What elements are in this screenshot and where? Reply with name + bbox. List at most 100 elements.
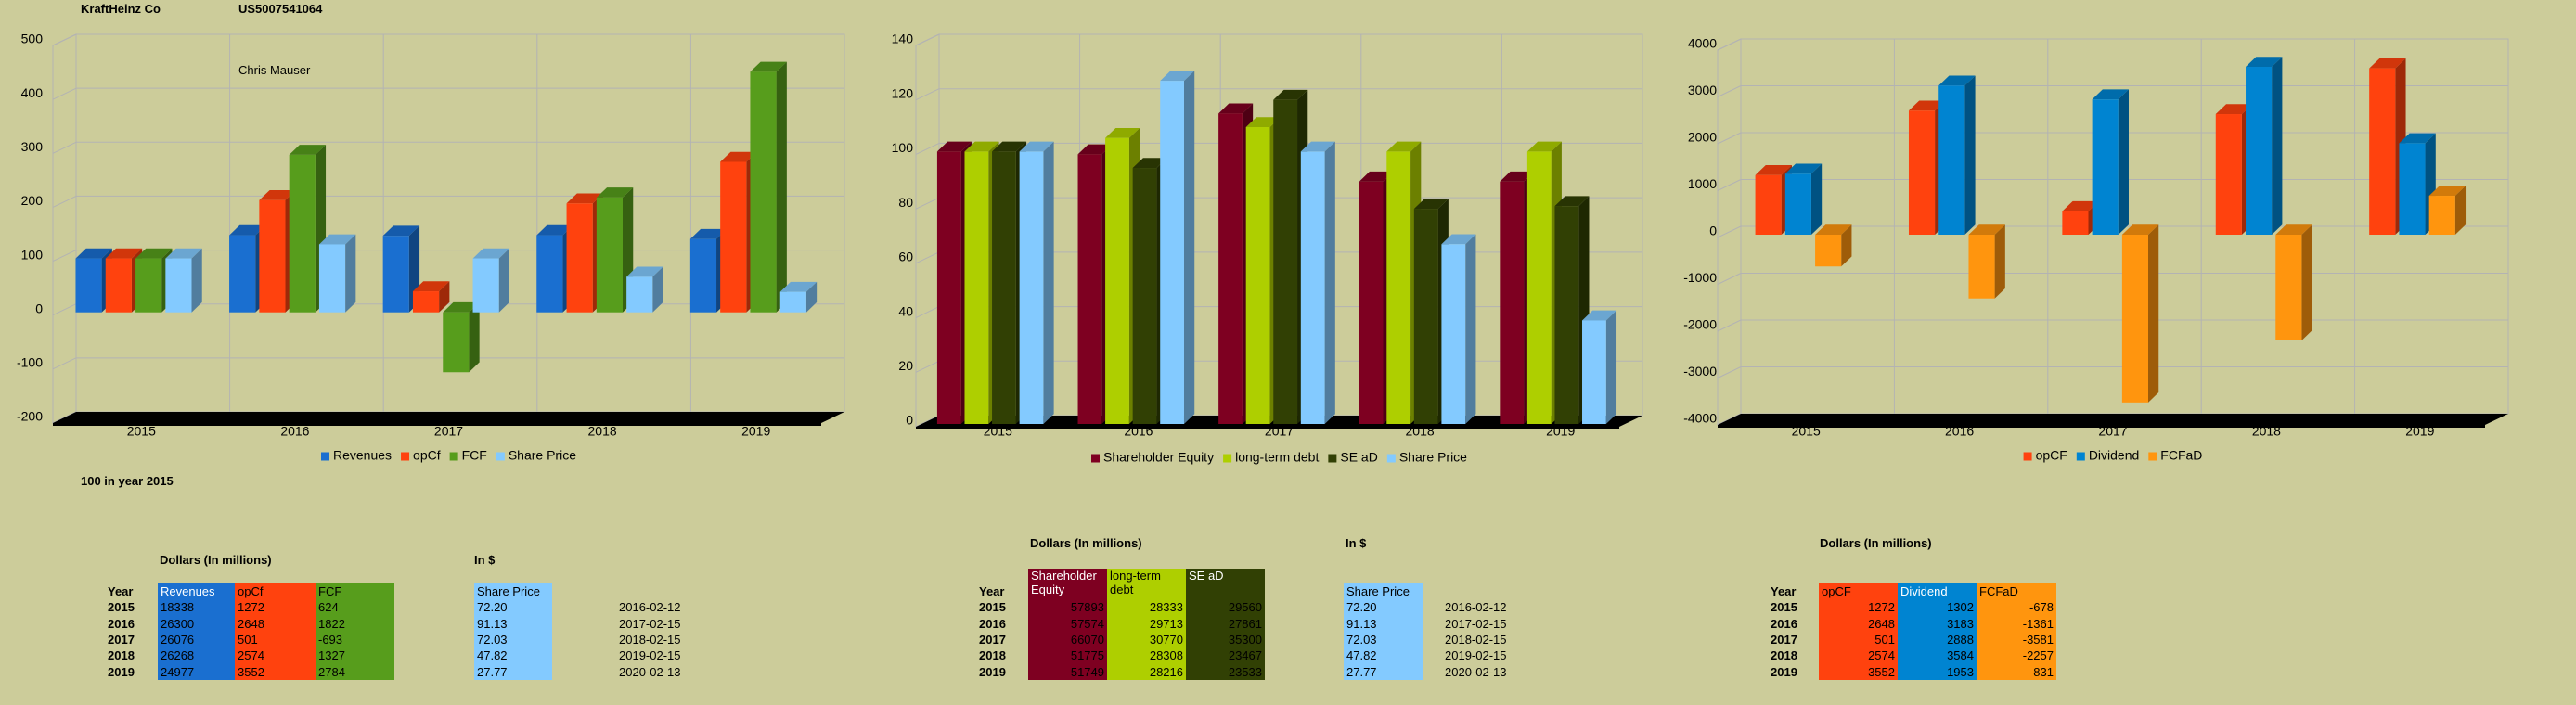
bar-top [2275,224,2312,235]
y-tick-label: 60 [898,250,913,264]
table-cell: -693 [316,631,394,648]
y-tick-label: -200 [17,409,43,424]
bar-top [443,301,480,313]
bar [936,151,961,424]
bar-top [1500,171,1535,182]
row-label: 2017 [1771,632,1797,647]
y-tick-label: 0 [1709,224,1717,238]
bar-top [135,248,173,259]
date-cell: 2017-02-15 [1445,616,1507,631]
table-cell: 91.13 [1344,615,1423,632]
bar-top [1245,117,1281,128]
floor [53,412,844,423]
floor-edge [916,427,1619,429]
date-cell: 2018-02-15 [619,632,681,647]
bar [992,151,1016,424]
legend-swatch [2148,452,2157,461]
bar [1019,151,1044,424]
bar [1908,110,1936,235]
legend-swatch [1328,454,1337,463]
x-tick-label: 2016 [280,424,309,439]
bar [1413,209,1438,424]
bar [2428,196,2455,235]
y-tick-label: 40 [898,303,913,318]
bar [626,276,653,313]
bar-side [2147,224,2159,403]
bar-top [596,187,634,198]
legend-label: Share Price [509,448,576,463]
legend-swatch [1386,454,1396,463]
bar-top [1105,127,1140,138]
table-cell: 1822 [316,615,394,632]
column-header: FCFaD [1977,583,2056,599]
grid-line-side [52,33,77,46]
column-header: Dividend [1898,583,1977,599]
bar [689,238,717,313]
grid-line-side [1717,319,1742,332]
table-title: Dollars (In millions) [1820,536,1932,550]
grid-line-side [52,250,77,263]
y-tick-label: 100 [892,140,914,155]
table-cell: 51749 [1028,663,1107,680]
bar-top [1077,144,1113,155]
bar-side [652,266,663,313]
company-name: KraftHeinz Co [81,2,161,16]
column-header: Revenues [158,583,235,599]
bar [1273,99,1298,425]
y-tick-label: 2000 [1688,130,1717,145]
bar [2062,211,2089,235]
table-title: In $ [1346,536,1367,550]
bar-top [1359,171,1394,182]
bar-top [779,281,818,292]
row-label: 2015 [108,600,135,615]
column-header: SE aD [1186,569,1265,599]
bar-top [289,145,327,155]
bar-top [229,224,266,236]
x-tick-label: 2016 [1945,424,1974,439]
table-cell: 1953 [1898,663,1977,680]
bar-top [1441,234,1476,245]
bar-side [1810,163,1823,235]
table-cell: 624 [316,599,394,616]
row-header: Year [1771,584,1797,598]
floor-edge [1718,425,2485,428]
bar-top [566,193,603,204]
table-cell: 3552 [235,663,316,680]
table-cell: 2574 [1819,647,1898,664]
bar-top [1218,103,1254,114]
y-tick-label: 500 [21,32,44,46]
y-tick-label: 400 [21,85,44,100]
bar [165,258,192,313]
date-cell: 2016-02-12 [1445,600,1507,615]
bar-top [2369,58,2406,69]
y-tick-label: 20 [898,358,913,373]
bar [1218,113,1243,424]
table-cell: 28333 [1107,599,1186,616]
bar-side [1465,234,1476,424]
table-title: Dollars (In millions) [1030,536,1142,550]
row-header: Year [979,584,1005,598]
bar [596,197,624,313]
bar [536,235,563,313]
table-cell: 29713 [1107,615,1186,632]
side-wall [52,33,77,424]
table-title: Dollars (In millions) [160,553,272,567]
floor [1718,414,2508,425]
bar [1441,244,1466,424]
x-tick-label: 2016 [1124,424,1153,439]
bar-top [2428,186,2467,197]
bar [1160,81,1184,424]
bar-top [382,225,420,237]
row-label: 2015 [1771,600,1797,615]
y-tick-label: 1000 [1688,176,1717,191]
table-cell: -3581 [1977,631,2056,648]
author: Chris Mauser [238,63,311,77]
bar-top [1554,196,1590,207]
table-cell: 3584 [1898,647,1977,664]
y-tick-label: 300 [21,139,44,154]
table-cell: 831 [1977,663,2056,680]
grid-line-side [52,195,77,208]
grid-line-side [915,306,940,319]
bar-side [345,234,356,313]
